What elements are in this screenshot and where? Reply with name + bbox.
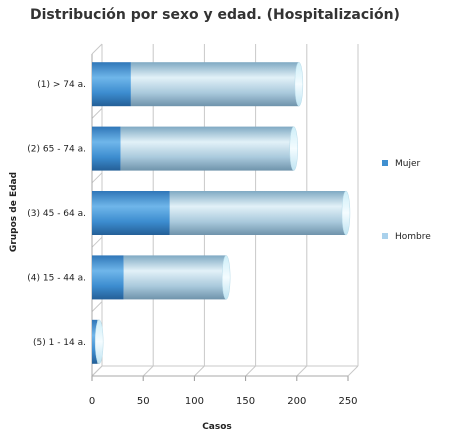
x-tick-label: 200 [287, 396, 306, 407]
bar-mujer [92, 191, 170, 235]
bar-mujer [92, 319, 98, 364]
grid-line [91, 43, 103, 55]
grid-line [296, 365, 308, 377]
bar-end-cap [94, 319, 104, 365]
y-tick-label: (4) 15 - 44 a. [27, 273, 86, 283]
x-tick-labels: 0 50 100 150 200 250 [89, 396, 358, 407]
bars [92, 61, 351, 365]
bar-mujer [92, 62, 131, 107]
y-tick-label: (3) 45 - 64 a. [27, 209, 86, 219]
legend: Mujer Hombre [382, 159, 431, 242]
legend-swatch [382, 233, 388, 239]
bar-mujer [92, 255, 124, 300]
grid-line [91, 108, 103, 119]
grid-line [91, 365, 103, 377]
bar-end-cap [341, 190, 351, 236]
y-tick-label: (5) 1 - 14 a. [33, 338, 86, 348]
bar-hombre [123, 255, 227, 300]
y-tick-label: (2) 65 - 74 a. [27, 145, 86, 155]
x-tick-label: 0 [89, 396, 95, 407]
x-tick-label: 150 [236, 396, 255, 407]
grid-line [245, 365, 256, 377]
x-tick-label: 50 [137, 396, 150, 407]
grid-line [194, 365, 205, 377]
bar-hombre [169, 191, 346, 235]
y-tick-labels: (1) > 74 a. (2) 65 - 74 a. (3) 45 - 64 a. (… [27, 80, 86, 348]
x-axis-label: Casos [202, 422, 232, 432]
bar-hombre [130, 62, 299, 107]
y-tick-label: (1) > 74 a. [37, 80, 86, 90]
x-tick-label: 100 [185, 396, 204, 407]
grid-line [91, 236, 103, 248]
bar-end-cap [294, 61, 304, 107]
legend-label: Hombre [395, 232, 431, 242]
chart-title: Distribución por sexo y edad. (Hospitali… [30, 7, 400, 23]
y-axis-label: Grupos de Edad [9, 172, 19, 252]
bar-end-cap [221, 255, 231, 300]
bar-end-cap [289, 126, 298, 171]
x-tick-label: 250 [338, 396, 357, 407]
grid-line [347, 365, 359, 377]
grid-line [142, 365, 154, 377]
bar-hombre [120, 126, 294, 171]
legend-swatch [382, 160, 388, 166]
legend-label: Mujer [395, 159, 421, 169]
grid-line [91, 301, 103, 312]
bar-mujer [92, 126, 121, 171]
grid-line [91, 172, 103, 184]
